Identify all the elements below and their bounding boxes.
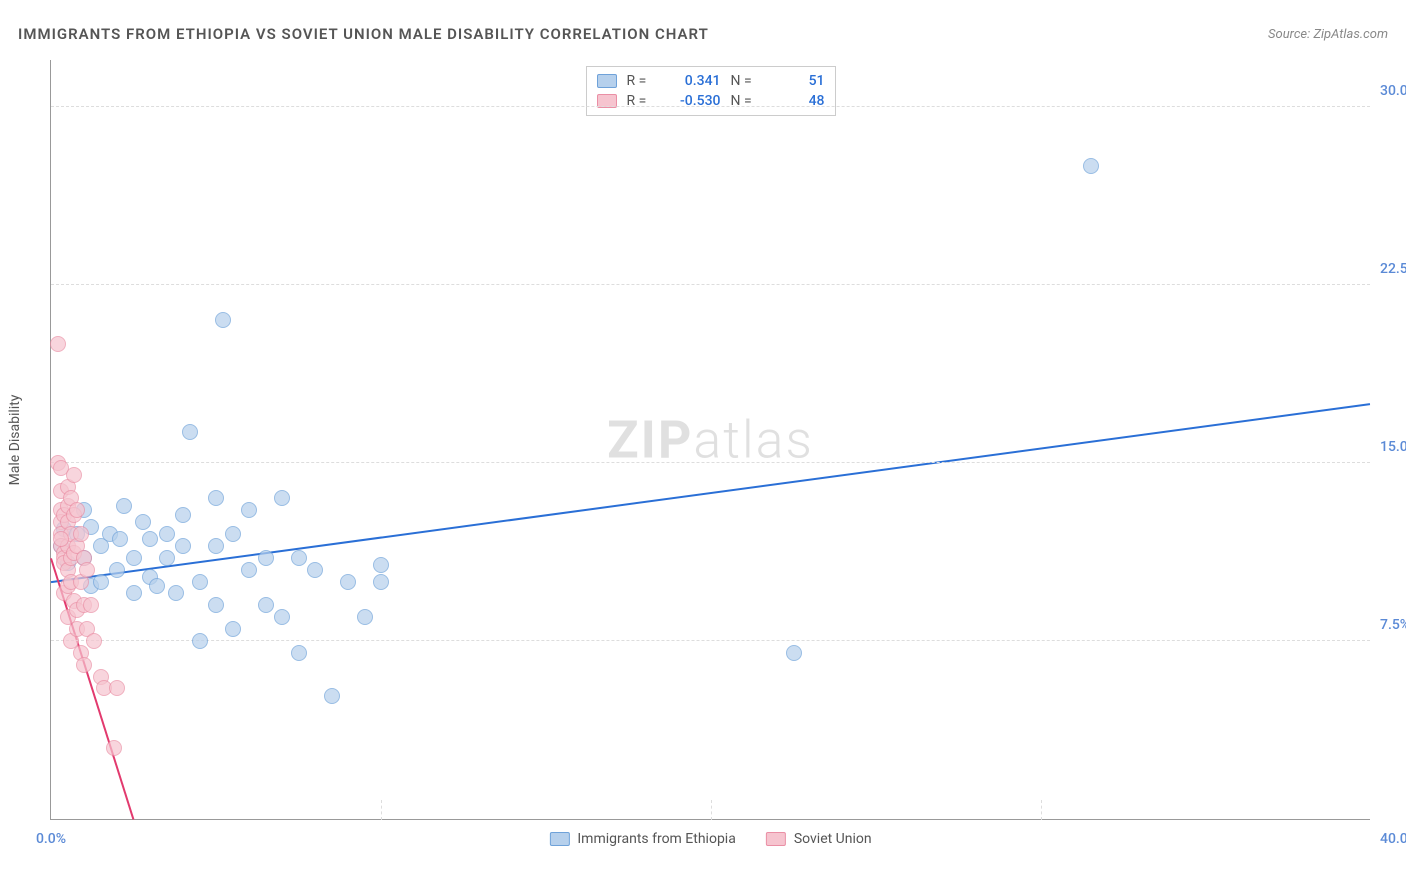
scatter-point xyxy=(258,550,274,566)
gridline-horizontal xyxy=(51,462,1370,463)
y-tick-label: 15.0% xyxy=(1380,439,1406,455)
scatter-point xyxy=(135,514,151,530)
swatch-series-0 xyxy=(597,74,617,88)
legend-swatch-0 xyxy=(549,832,569,846)
scatter-point xyxy=(225,526,241,542)
scatter-point xyxy=(142,531,158,547)
trend-lines xyxy=(51,60,1370,819)
scatter-point xyxy=(241,502,257,518)
title-bar: IMMIGRANTS FROM ETHIOPIA VS SOVIET UNION… xyxy=(18,20,1388,48)
scatter-point xyxy=(93,574,109,590)
scatter-point xyxy=(215,312,231,328)
gridline-horizontal xyxy=(51,284,1370,285)
scatter-point xyxy=(274,609,290,625)
scatter-point xyxy=(73,526,89,542)
scatter-point xyxy=(159,550,175,566)
scatter-point xyxy=(225,621,241,637)
chart-container: IMMIGRANTS FROM ETHIOPIA VS SOVIET UNION… xyxy=(0,0,1406,892)
scatter-point xyxy=(79,562,95,578)
scatter-point xyxy=(340,574,356,590)
legend-item: Soviet Union xyxy=(766,831,872,847)
r-value-1: -0.530 xyxy=(661,93,721,109)
stats-row: R = -0.530 N = 48 xyxy=(597,91,825,111)
scatter-point xyxy=(357,609,373,625)
legend-swatch-1 xyxy=(766,832,786,846)
scatter-point xyxy=(168,585,184,601)
gridline-vertical xyxy=(381,800,382,820)
gridline-vertical xyxy=(711,800,712,820)
r-value-0: 0.341 xyxy=(661,73,721,89)
scatter-point xyxy=(182,424,198,440)
scatter-point xyxy=(175,507,191,523)
n-value-0: 51 xyxy=(765,73,825,89)
scatter-point xyxy=(50,336,66,352)
scatter-point xyxy=(274,490,290,506)
y-axis-label: Male Disability xyxy=(7,394,23,485)
stats-row: R = 0.341 N = 51 xyxy=(597,71,825,91)
scatter-point xyxy=(86,633,102,649)
scatter-point xyxy=(208,490,224,506)
scatter-point xyxy=(241,562,257,578)
scatter-point xyxy=(159,526,175,542)
scatter-point xyxy=(109,562,125,578)
scatter-point xyxy=(1083,158,1099,174)
scatter-point xyxy=(208,538,224,554)
scatter-point xyxy=(83,597,99,613)
gridline-horizontal xyxy=(51,106,1370,107)
scatter-point xyxy=(106,740,122,756)
trend-line xyxy=(51,404,1370,582)
legend-label-1: Soviet Union xyxy=(794,831,872,847)
y-tick-label: 30.0% xyxy=(1380,83,1406,99)
scatter-point xyxy=(53,531,69,547)
scatter-point xyxy=(208,597,224,613)
scatter-point xyxy=(373,557,389,573)
scatter-point xyxy=(112,531,128,547)
scatter-point xyxy=(76,657,92,673)
scatter-point xyxy=(192,633,208,649)
plot-area: ZIPatlas Male Disability 0.0% 40.0% R = … xyxy=(50,60,1370,820)
legend: Immigrants from Ethiopia Soviet Union xyxy=(549,831,871,847)
scatter-point xyxy=(69,502,85,518)
scatter-point xyxy=(149,578,165,594)
scatter-point xyxy=(175,538,191,554)
y-tick-label: 22.5% xyxy=(1380,261,1406,277)
scatter-point xyxy=(109,680,125,696)
n-value-1: 48 xyxy=(765,93,825,109)
correlation-stats: R = 0.341 N = 51 R = -0.530 N = 48 xyxy=(586,66,836,116)
y-tick-label: 7.5% xyxy=(1380,617,1406,633)
scatter-point xyxy=(258,597,274,613)
legend-label-0: Immigrants from Ethiopia xyxy=(577,831,735,847)
scatter-point xyxy=(307,562,323,578)
scatter-point xyxy=(126,550,142,566)
legend-item: Immigrants from Ethiopia xyxy=(549,831,735,847)
scatter-point xyxy=(324,688,340,704)
x-tick-max: 40.0% xyxy=(1380,831,1406,847)
scatter-point xyxy=(66,467,82,483)
scatter-point xyxy=(116,498,132,514)
scatter-point xyxy=(786,645,802,661)
chart-title: IMMIGRANTS FROM ETHIOPIA VS SOVIET UNION… xyxy=(18,25,709,43)
gridline-horizontal xyxy=(51,640,1370,641)
scatter-point xyxy=(291,550,307,566)
scatter-point xyxy=(192,574,208,590)
scatter-point xyxy=(291,645,307,661)
gridline-vertical xyxy=(1041,800,1042,820)
x-tick-origin: 0.0% xyxy=(36,831,66,847)
scatter-point xyxy=(373,574,389,590)
scatter-point xyxy=(126,585,142,601)
chart-source: Source: ZipAtlas.com xyxy=(1268,27,1388,42)
